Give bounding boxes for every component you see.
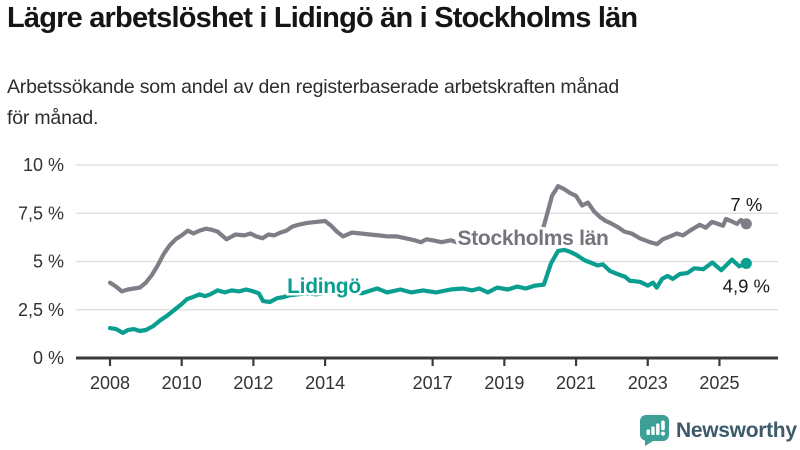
series-end-dot [740, 218, 752, 230]
y-axis-tick-label: 7,5 % [18, 203, 64, 223]
newsworthy-chart-bubble-icon [640, 415, 669, 446]
y-axis-tick-label: 0 % [33, 348, 64, 368]
chart-subtitle-line-1: Arbetssökande som andel av den registerb… [7, 76, 620, 98]
y-axis-tick-label: 2,5 % [18, 300, 64, 320]
x-axis-tick-label: 2008 [90, 373, 130, 393]
newsworthy-logo-text: Newsworthy [676, 418, 797, 442]
series-line-lidingo [107, 247, 749, 335]
chart-subtitle: Arbetssökande som andel av den registerb… [7, 72, 619, 134]
x-axis-tick-label: 2010 [162, 373, 202, 393]
y-axis-tick-label: 10 % [23, 155, 64, 175]
x-axis-tick-label: 2025 [699, 373, 739, 393]
series-end-value-label: 4,9 % [723, 275, 770, 296]
series-end-dot [740, 257, 752, 269]
x-axis-tick-label: 2012 [233, 373, 273, 393]
series-inline-label: Stockholms län [458, 227, 609, 250]
x-axis-tick-label: 2017 [413, 373, 453, 393]
newsworthy-logo[interactable]: Newsworthy [640, 415, 797, 446]
y-axis-tick-label: 5 % [33, 252, 64, 272]
x-axis-tick-label: 2023 [628, 373, 668, 393]
x-axis-tick-label: 2014 [305, 373, 345, 393]
chart-title: Lägre arbetslöshet i Lidingö än i Stockh… [7, 2, 638, 34]
x-axis-tick-label: 2019 [484, 373, 524, 393]
series-line-stockholms-lan [107, 184, 749, 294]
series-end-value-label: 7 % [730, 194, 762, 215]
series-inline-label: Lidingö [287, 275, 361, 298]
x-axis-tick-label: 2021 [556, 373, 596, 393]
chart-subtitle-line-2: för månad. [7, 107, 99, 129]
